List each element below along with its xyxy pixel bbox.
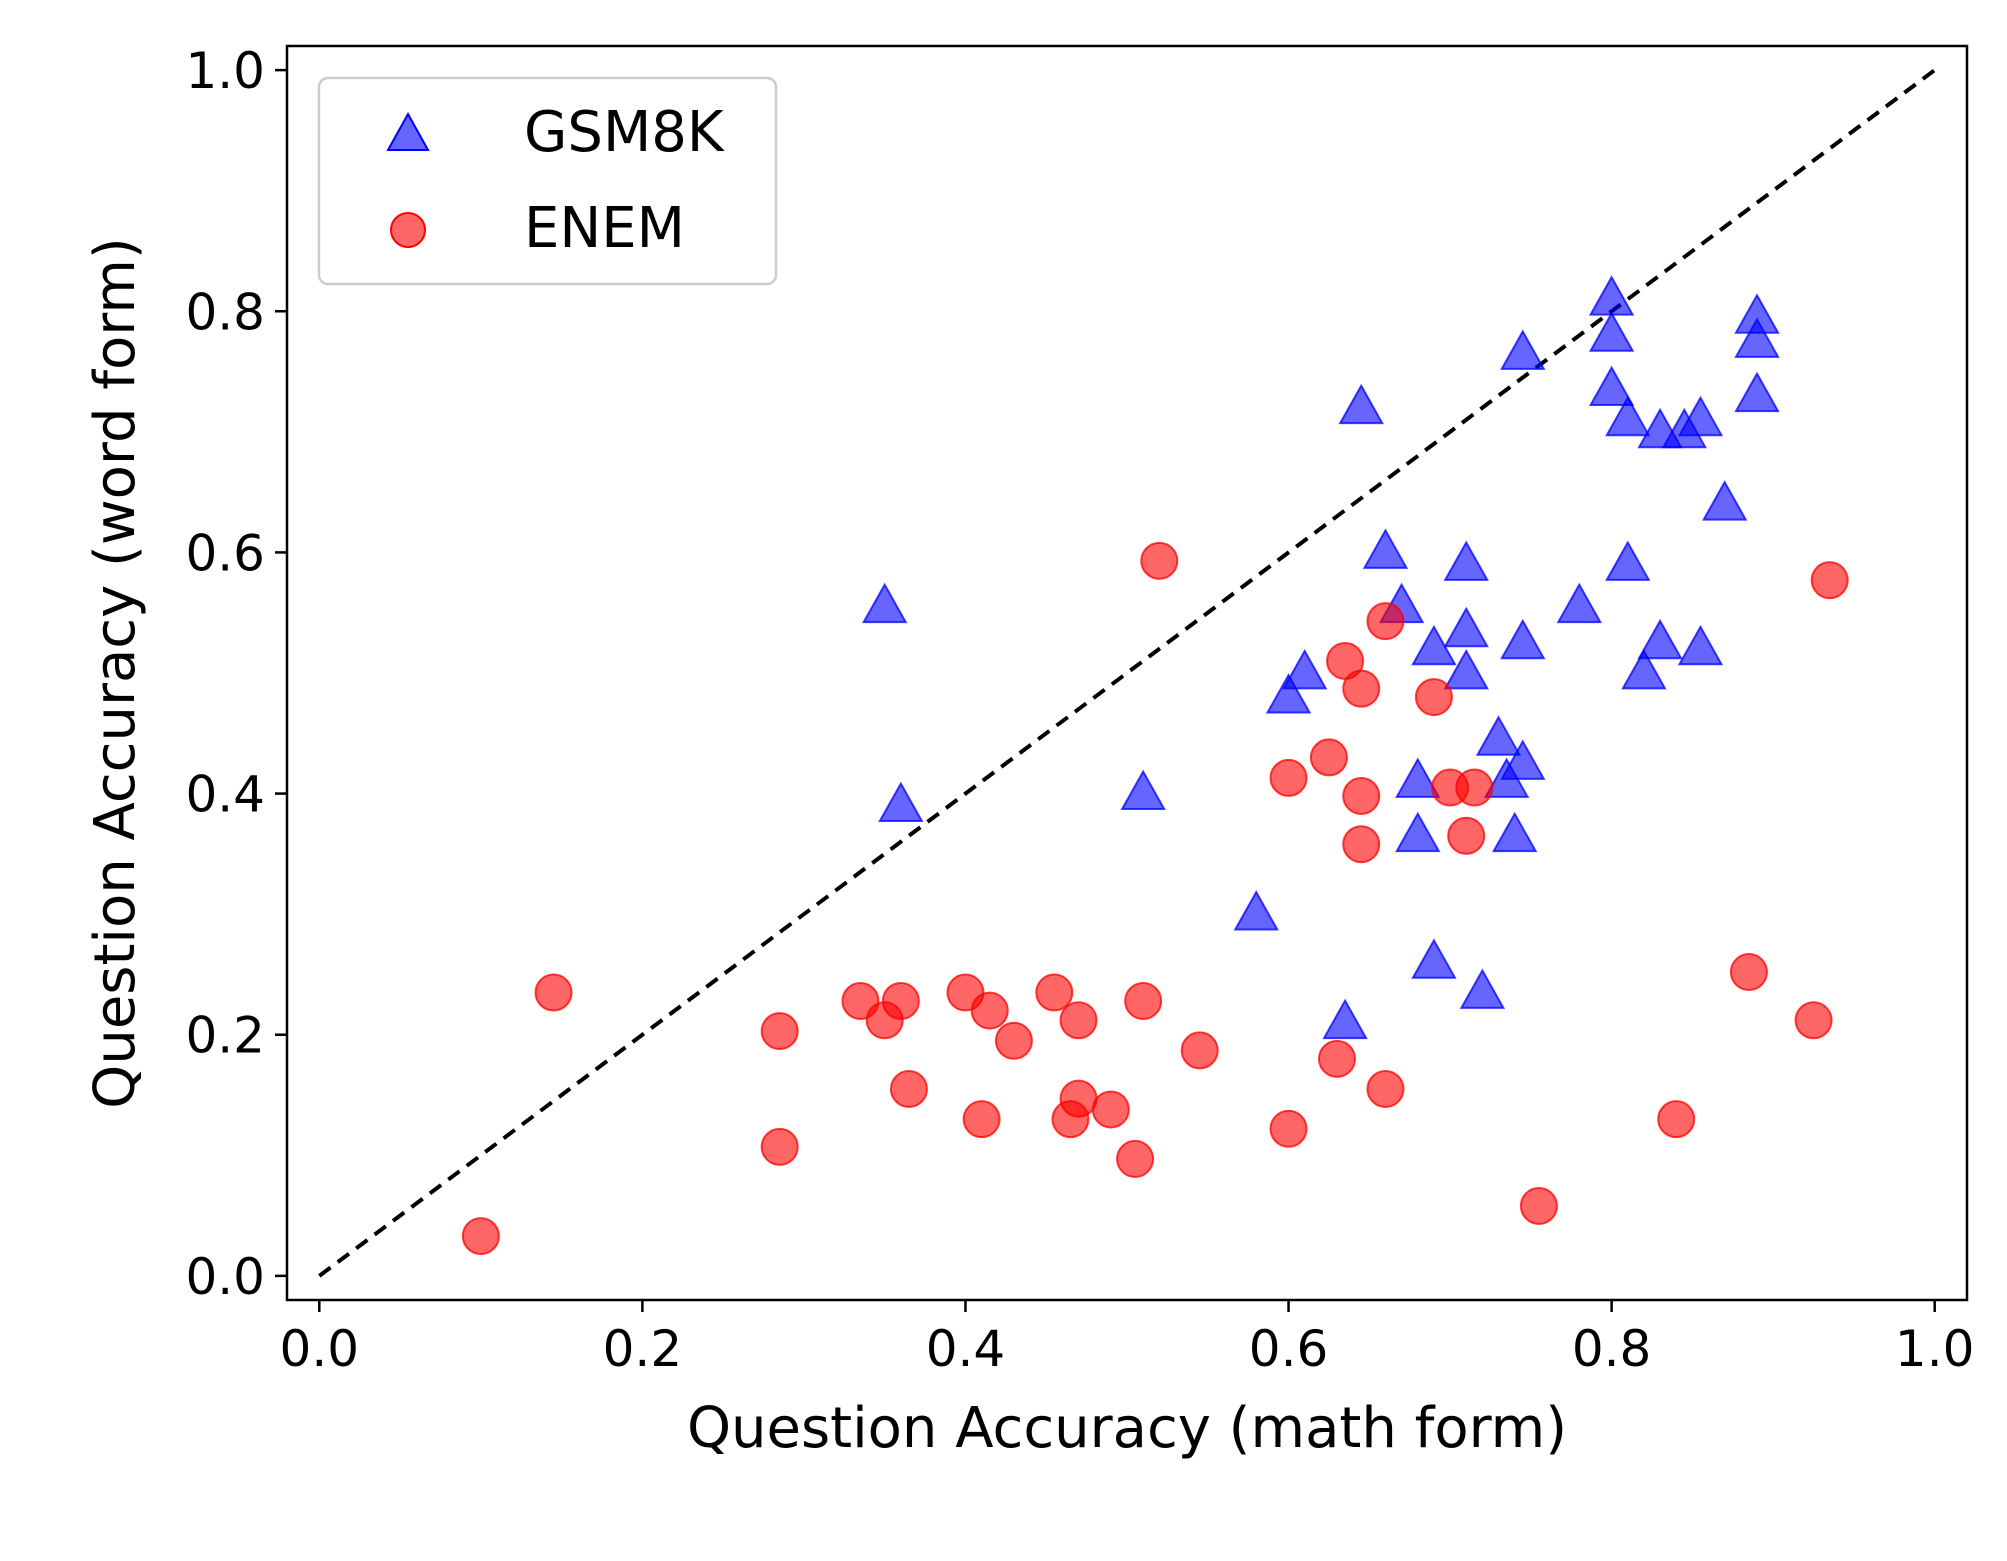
gsm8k-point <box>1338 383 1384 425</box>
gsm8k-point <box>1734 371 1780 413</box>
gsm8k-point <box>1411 938 1457 979</box>
legend: GSM8K ENEM <box>317 76 778 286</box>
gsm8k-point <box>1588 311 1635 352</box>
gsm8k-point <box>1443 606 1489 648</box>
gsm8k-point <box>1362 528 1409 569</box>
reference-line-layer <box>318 68 1936 1278</box>
legend-marker-enem <box>390 212 426 248</box>
enem-point <box>881 981 920 1020</box>
enem-point <box>1447 816 1486 855</box>
enem-point <box>534 973 573 1012</box>
data-points-layer <box>461 275 1849 1256</box>
plot-frame <box>285 44 1969 1302</box>
x-tick-label: 1.0 <box>1895 1320 1975 1378</box>
enem-point <box>1366 1069 1405 1108</box>
gsm8k-point <box>1411 624 1457 666</box>
gsm8k-point <box>1588 275 1635 316</box>
enem-point <box>1519 1186 1558 1225</box>
y-tick-label: 0.2 <box>185 1007 265 1065</box>
enem-point <box>1269 1109 1308 1148</box>
gsm8k-point <box>1605 540 1651 581</box>
gsm8k-point <box>1265 673 1312 714</box>
enem-point <box>1794 1001 1833 1040</box>
gsm8k-point <box>1475 715 1522 756</box>
gsm8k-point <box>1588 365 1635 407</box>
gsm8k-point <box>1395 811 1441 853</box>
gsm8k-point <box>1500 739 1546 780</box>
enem-point <box>1342 669 1381 708</box>
y-tick-label: 0.8 <box>185 283 265 341</box>
enem-point <box>1124 981 1163 1020</box>
enem-point <box>1342 825 1381 864</box>
diagonal-reference-line <box>318 68 1936 1278</box>
gsm8k-point <box>878 781 924 823</box>
gsm8k-point <box>1322 998 1368 1040</box>
enem-point <box>1309 738 1348 777</box>
gsm8k-point <box>1677 395 1724 437</box>
series-enem <box>461 541 1849 1256</box>
gsm8k-point <box>1734 317 1780 358</box>
legend-frame <box>317 76 778 286</box>
enem-point <box>1269 758 1308 797</box>
x-tick-label: 0.8 <box>1572 1320 1652 1378</box>
enem-point <box>1180 1031 1219 1070</box>
enem-point <box>1318 1039 1356 1078</box>
enem-point <box>1059 1079 1098 1118</box>
series-gsm8k <box>861 275 1780 1040</box>
y-axis-label: Question Accuracy (word form) <box>83 237 148 1108</box>
enem-point <box>1810 561 1849 600</box>
x-axis-label: Question Accuracy (math form) <box>687 1396 1567 1461</box>
gsm8k-point <box>1281 648 1328 690</box>
enem-point <box>1414 678 1453 717</box>
x-tick-label: 0.0 <box>280 1320 360 1378</box>
gsm8k-point <box>861 582 908 624</box>
enem-point <box>1116 1139 1155 1178</box>
enem-point <box>1729 953 1768 992</box>
enem-point <box>1657 1100 1696 1139</box>
y-tick-label: 0.6 <box>185 524 265 582</box>
legend-label-enem: ENEM <box>524 196 685 261</box>
enem-point <box>1366 602 1405 641</box>
gsm8k-point <box>1637 618 1683 660</box>
gsm8k-point <box>1621 648 1667 690</box>
gsm8k-point <box>1677 624 1724 666</box>
enem-point <box>760 1012 799 1051</box>
y-tick-label: 0.4 <box>185 766 265 824</box>
enem-point <box>1035 973 1074 1012</box>
x-tick-label: 0.2 <box>603 1320 683 1378</box>
x-tick-label: 0.6 <box>1249 1320 1329 1378</box>
enem-point <box>1091 1090 1130 1129</box>
gsm8k-point <box>1500 618 1546 660</box>
gsm8k-point <box>1459 968 1506 1009</box>
axes-layer: 0.0 0.2 0.4 0.6 0.8 1.0 0.0 0.2 0.4 0.6 0.8 1.0 <box>185 42 1974 1378</box>
enem-point <box>970 991 1009 1030</box>
x-tick-label: 0.4 <box>926 1320 1006 1378</box>
enem-point <box>1059 1001 1098 1040</box>
enem-point <box>994 1021 1033 1060</box>
gsm8k-point <box>1500 329 1546 370</box>
gsm8k-point <box>1443 648 1489 690</box>
legend-marker-gsm8k <box>386 111 430 151</box>
enem-point <box>1455 768 1494 807</box>
enem-point <box>1140 541 1179 580</box>
enem-point <box>760 1127 799 1166</box>
enem-point <box>962 1100 1001 1139</box>
gsm8k-point <box>1120 769 1166 810</box>
gsm8k-point <box>1491 811 1538 853</box>
gsm8k-point <box>1443 540 1489 581</box>
y-tick-label: 1.0 <box>185 42 265 100</box>
gsm8k-point <box>1701 480 1748 521</box>
enem-point <box>889 1069 928 1108</box>
gsm8k-point <box>1556 582 1603 624</box>
gsm8k-point <box>1233 890 1279 931</box>
legend-label-gsm8k: GSM8K <box>524 100 725 165</box>
gsm8k-point <box>1395 757 1441 798</box>
enem-point <box>461 1217 500 1256</box>
enem-point <box>1342 776 1381 815</box>
gsm8k-point <box>1605 395 1651 437</box>
y-tick-label: 0.0 <box>185 1248 265 1306</box>
